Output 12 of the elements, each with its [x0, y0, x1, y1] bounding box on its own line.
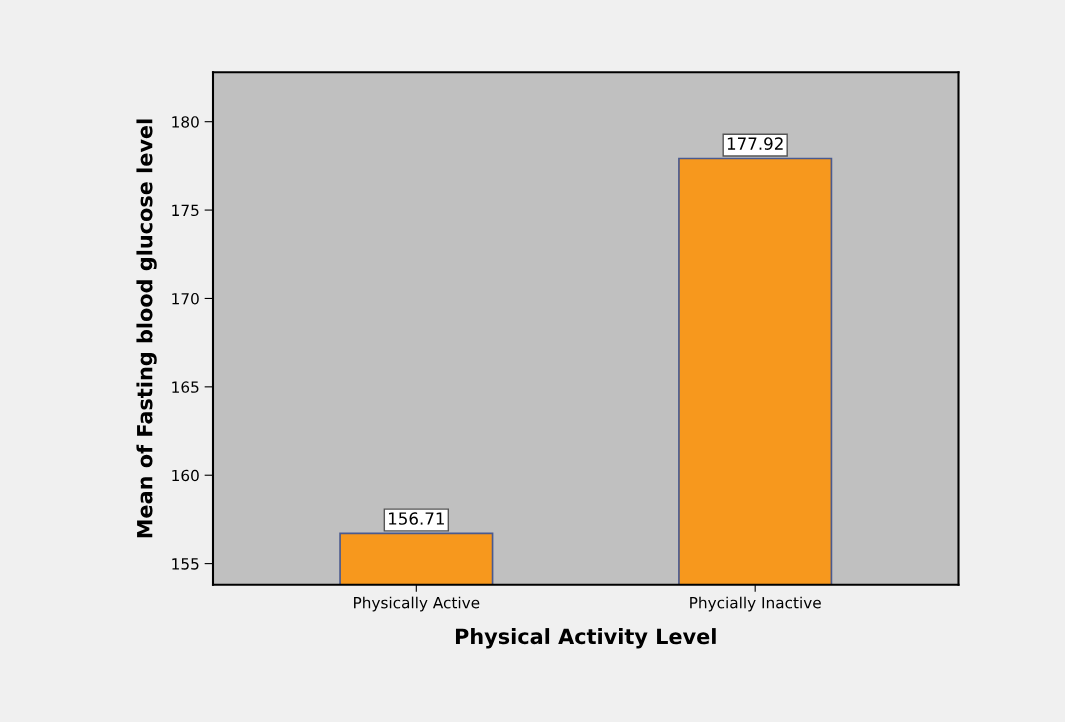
x-tick-label: Physically Active — [354, 596, 480, 612]
data-label: 156.71 — [388, 512, 444, 525]
y-tick-label: 170 — [172, 292, 199, 305]
y-tick-label: 155 — [172, 558, 199, 570]
y-tick-label: 180 — [172, 116, 199, 128]
y-tick-label: 175 — [172, 204, 199, 217]
y-axis-title: Mean of Fasting blood glucose level — [136, 119, 157, 538]
x-tick-label: Phycially Inactive — [690, 596, 821, 612]
y-tick-label: 165 — [172, 381, 199, 393]
y-tick-label: 160 — [172, 469, 199, 482]
data-label: 177.92 — [727, 137, 783, 150]
x-axis-title: Physical Activity Level — [455, 628, 716, 649]
